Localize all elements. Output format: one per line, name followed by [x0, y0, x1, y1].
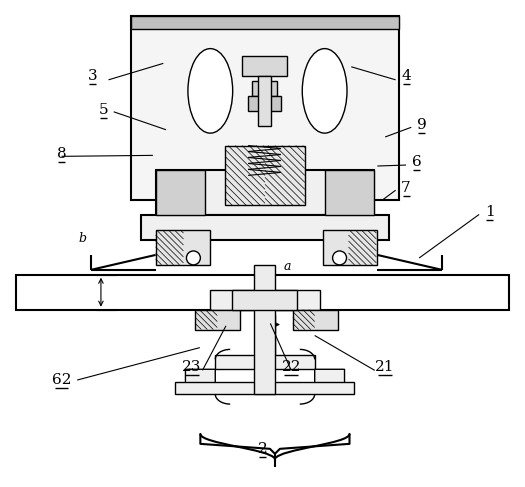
Text: 3: 3 — [88, 70, 98, 83]
Bar — [349, 230, 376, 265]
Text: 22: 22 — [281, 360, 301, 374]
Bar — [293, 310, 314, 330]
Text: 5: 5 — [99, 103, 108, 117]
Bar — [195, 310, 240, 330]
Bar — [198, 432, 352, 468]
Ellipse shape — [333, 251, 347, 265]
Bar — [215, 356, 314, 369]
Bar — [323, 230, 377, 265]
Bar — [141, 215, 389, 240]
Bar — [131, 16, 399, 200]
Bar — [16, 275, 509, 310]
Bar — [258, 76, 271, 126]
Bar — [254, 265, 275, 394]
Bar — [155, 170, 374, 215]
Text: a: a — [284, 260, 291, 273]
Text: 21: 21 — [375, 360, 395, 374]
Text: 7: 7 — [401, 181, 411, 195]
Bar — [225, 146, 304, 205]
Bar — [211, 290, 320, 310]
Bar — [225, 146, 265, 205]
Bar — [242, 56, 287, 76]
Bar — [324, 170, 374, 215]
Bar — [175, 382, 354, 394]
Text: 2: 2 — [258, 442, 267, 456]
Bar — [255, 315, 275, 369]
Text: 9: 9 — [417, 118, 427, 132]
Text: 1: 1 — [485, 205, 495, 219]
Bar — [248, 96, 281, 111]
Text: 6: 6 — [412, 155, 422, 169]
Polygon shape — [185, 369, 215, 394]
Bar — [232, 290, 297, 310]
Bar — [265, 146, 304, 205]
Ellipse shape — [186, 251, 201, 265]
Bar — [195, 310, 217, 330]
Bar — [155, 170, 205, 215]
Text: 8: 8 — [57, 147, 66, 161]
Ellipse shape — [302, 49, 347, 133]
Bar — [252, 81, 277, 96]
Bar — [293, 310, 338, 330]
Bar — [131, 16, 399, 29]
Bar — [155, 230, 211, 265]
Text: b: b — [78, 232, 87, 245]
Polygon shape — [314, 369, 344, 394]
Bar — [155, 230, 183, 265]
Ellipse shape — [188, 49, 233, 133]
Text: 23: 23 — [182, 360, 202, 374]
Text: 4: 4 — [401, 70, 411, 83]
Text: 62: 62 — [52, 373, 71, 387]
